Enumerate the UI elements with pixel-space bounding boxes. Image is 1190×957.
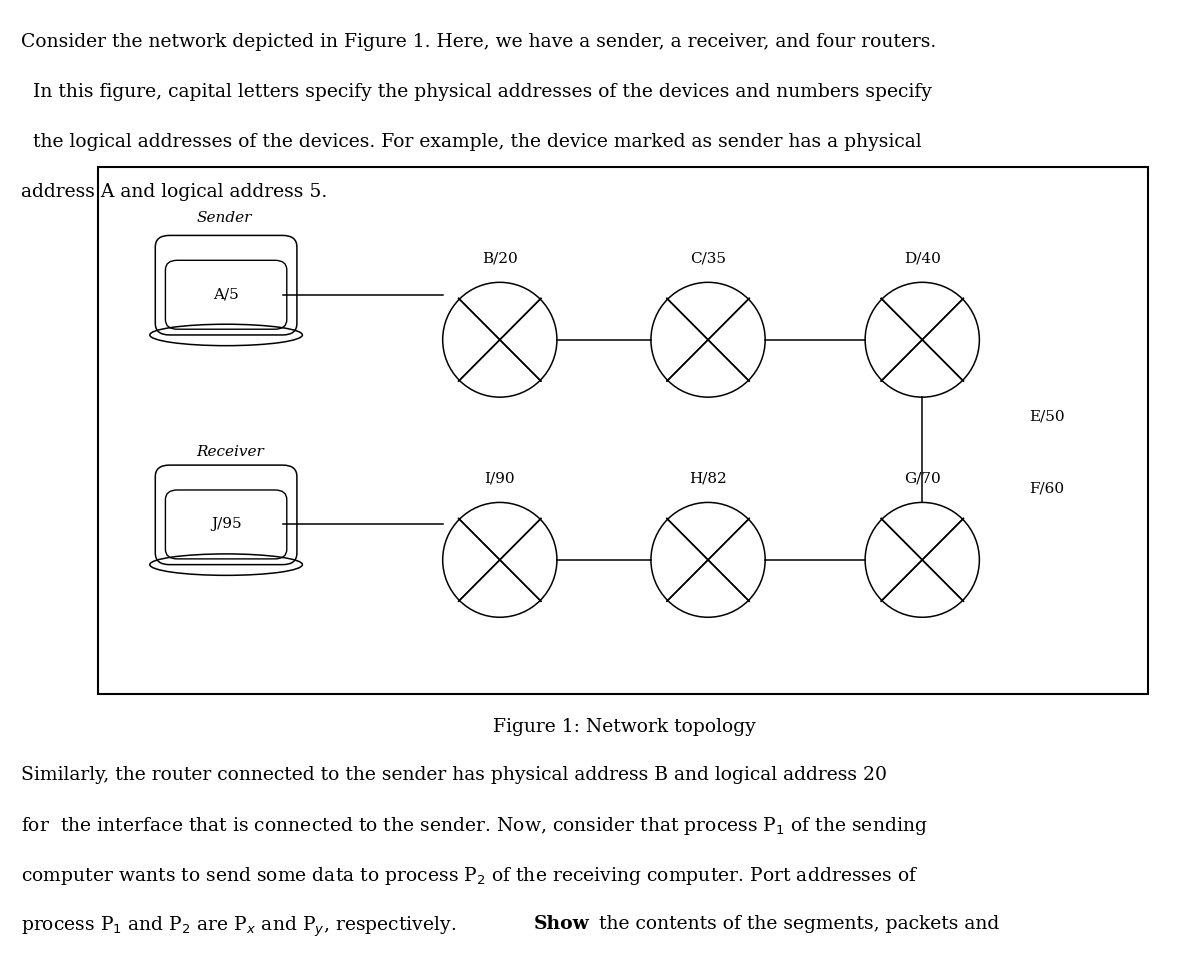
Text: B/20: B/20 [482,251,518,265]
Text: the logical addresses of the devices. For example, the device marked as sender h: the logical addresses of the devices. Fo… [21,133,922,151]
Text: A/5: A/5 [213,288,239,301]
Text: D/40: D/40 [904,251,940,265]
Text: for  the interface that is connected to the sender. Now, consider that process P: for the interface that is connected to t… [21,815,928,837]
Text: J/95: J/95 [211,518,242,531]
Text: Receiver: Receiver [196,445,264,459]
Text: address A and logical address 5.: address A and logical address 5. [21,183,327,201]
Text: computer wants to send some data to process P$_2$ of the receiving computer. Por: computer wants to send some data to proc… [21,865,919,887]
Text: Similarly, the router connected to the sender has physical address B and logical: Similarly, the router connected to the s… [21,766,888,784]
Text: H/82: H/82 [689,471,727,485]
Text: In this figure, capital letters specify the physical addresses of the devices an: In this figure, capital letters specify … [21,83,932,101]
Text: Show: Show [534,915,589,933]
Text: G/70: G/70 [904,471,940,485]
Text: F/60: F/60 [1029,481,1065,495]
Text: Figure 1: Network topology: Figure 1: Network topology [494,718,756,736]
Text: Sender: Sender [196,211,252,225]
Text: I/90: I/90 [484,471,515,485]
Text: C/35: C/35 [690,251,726,265]
Text: Consider the network depicted in Figure 1. Here, we have a sender, a receiver, a: Consider the network depicted in Figure … [21,33,937,52]
Bar [98,167,1148,694]
Text: E/50: E/50 [1029,410,1065,423]
Text: process P$_1$ and P$_2$ are P$_x$ and P$_y$, respectively.: process P$_1$ and P$_2$ are P$_x$ and P$… [21,915,458,940]
Text: the contents of the segments, packets and: the contents of the segments, packets an… [593,915,998,933]
